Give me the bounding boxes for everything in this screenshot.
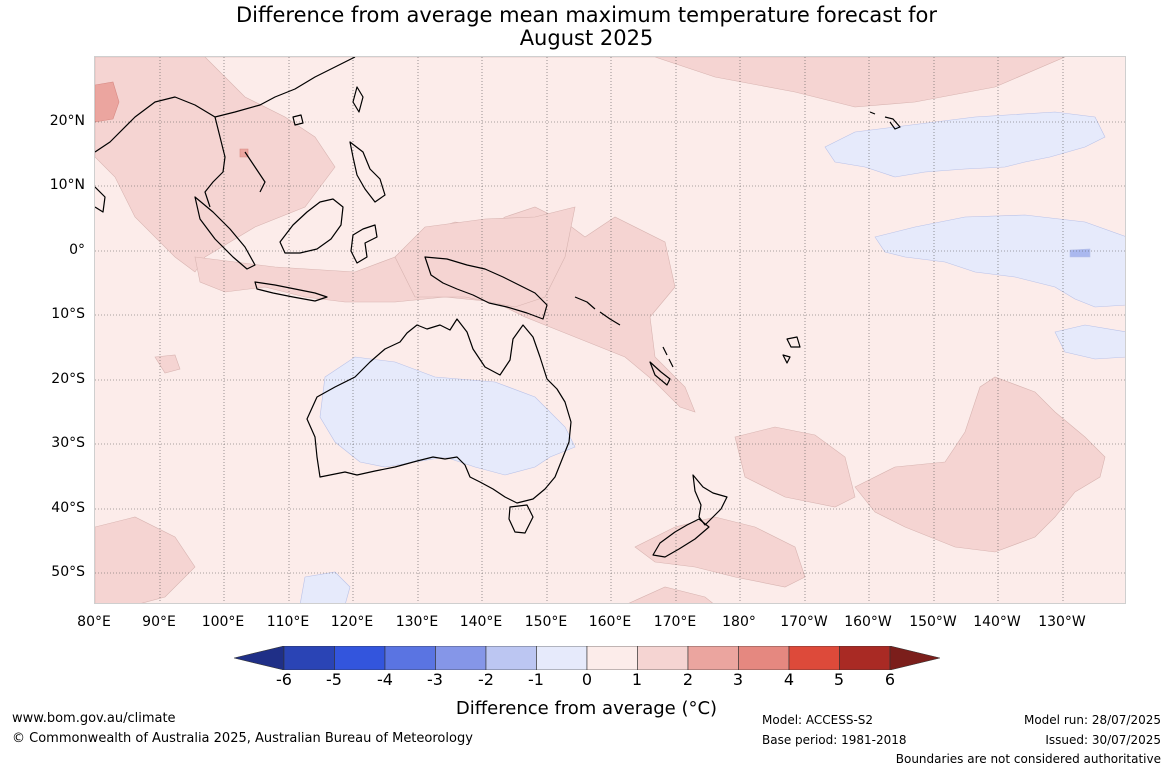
colorbar-cell xyxy=(435,646,487,670)
new-guinea-coastline xyxy=(424,256,548,320)
hainan-coastline xyxy=(292,114,304,126)
colorbar-cell xyxy=(283,646,335,670)
colorbar-tick: 4 xyxy=(783,670,795,689)
lon-label: 170°W xyxy=(780,614,828,630)
colorbar-extend-high xyxy=(889,646,940,670)
colorbar-tick: -3 xyxy=(427,670,443,689)
lat-label: 40°S xyxy=(51,500,85,516)
lon-label: 80°E xyxy=(77,614,111,630)
lon-label: 170°E xyxy=(653,614,697,630)
lon-label: 90°E xyxy=(142,614,176,630)
colorbar-cell xyxy=(788,646,840,670)
vanuatu-coastline xyxy=(662,346,674,368)
lon-label: 180° xyxy=(722,614,756,630)
philippines-coastline xyxy=(349,141,386,203)
sulawesi-coastline xyxy=(350,224,378,264)
anomaly-warm-regions xyxy=(95,57,1106,603)
java-coastline xyxy=(254,281,328,302)
colorbar-cells xyxy=(234,646,940,670)
coastlines xyxy=(95,57,901,558)
hawaii-coastline xyxy=(869,111,901,130)
lat-label: 30°S xyxy=(51,435,85,451)
copyright-text: © Commonwealth of Australia 2025, Austra… xyxy=(12,731,473,746)
lon-label: 150°E xyxy=(524,614,568,630)
colorbar-cell xyxy=(384,646,436,670)
lat-label: 20°S xyxy=(51,371,85,387)
lon-label: 140°W xyxy=(973,614,1021,630)
colorbar-cell xyxy=(485,646,537,670)
new-zealand-south-coastline xyxy=(652,518,710,558)
new-caledonia-coastline xyxy=(649,361,671,386)
taiwan-coastline xyxy=(352,86,364,113)
colorbar-tick: 0 xyxy=(581,670,593,689)
colorbar-tick: -1 xyxy=(528,670,544,689)
colorbar-tick: 5 xyxy=(833,670,845,689)
model-run-text: Model run: 28/07/2025 xyxy=(1023,713,1161,727)
colorbar-tick: 1 xyxy=(631,670,643,689)
base-period-text: Base period: 1981-2018 xyxy=(762,733,907,747)
title-line-2: August 2025 xyxy=(519,26,654,50)
lat-label: 10°N xyxy=(49,177,85,193)
lon-label: 100°E xyxy=(201,614,245,630)
colorbar-cell xyxy=(738,646,790,670)
sumatra-coastline xyxy=(194,196,256,270)
map-gridlines xyxy=(95,57,1125,603)
mainland-asia-coastline xyxy=(95,57,356,208)
lon-label: 130°W xyxy=(1038,614,1086,630)
website-link[interactable]: www.bom.gov.au/climate xyxy=(12,711,176,726)
colorbar-tick: -5 xyxy=(326,670,342,689)
lon-label: 130°E xyxy=(395,614,439,630)
colorbar-cell xyxy=(334,646,386,670)
colorbar-tick: -2 xyxy=(478,670,494,689)
lat-label: 20°N xyxy=(49,113,85,129)
disclaimer-text: Boundaries are not considered authoritat… xyxy=(895,752,1161,766)
colorbar xyxy=(234,646,940,670)
lon-label: 140°E xyxy=(459,614,503,630)
lon-label: 160°E xyxy=(588,614,632,630)
solomon-islands-coastline xyxy=(574,296,621,326)
new-zealand-north-coastline xyxy=(692,474,728,526)
colorbar-tick: 6 xyxy=(884,670,896,689)
lat-label: 10°S xyxy=(51,306,85,322)
colorbar-cell xyxy=(687,646,739,670)
colorbar-cell xyxy=(839,646,891,670)
colorbar-tick: -6 xyxy=(276,670,292,689)
colorbar-cell xyxy=(536,646,588,670)
colorbar-cell xyxy=(586,646,638,670)
map-canvas xyxy=(95,57,1125,603)
fiji-coastline xyxy=(782,336,801,364)
title-line-1: Difference from average mean maximum tem… xyxy=(236,3,937,27)
lon-label: 160°W xyxy=(844,614,892,630)
tasmania-coastline xyxy=(508,504,534,534)
map-title: Difference from average mean maximum tem… xyxy=(0,4,1173,50)
colorbar-extend-low xyxy=(234,646,285,670)
australia-coastline xyxy=(306,318,572,504)
colorbar-tick: 2 xyxy=(682,670,694,689)
lon-label: 110°E xyxy=(266,614,310,630)
borneo-coastline xyxy=(279,198,344,254)
lon-label: 150°W xyxy=(909,614,957,630)
anomaly-hot-regions xyxy=(95,81,249,158)
lon-label: 120°E xyxy=(330,614,374,630)
lat-label: 0° xyxy=(69,242,85,258)
forecast-map[interactable] xyxy=(94,56,1126,604)
colorbar-tick: 3 xyxy=(732,670,744,689)
model-text: Model: ACCESS-S2 xyxy=(762,713,874,727)
issued-text: Issued: 30/07/2025 xyxy=(1045,733,1161,747)
colorbar-label: Difference from average (°C) xyxy=(455,698,718,719)
colorbar-cell xyxy=(637,646,689,670)
india-coastline xyxy=(95,186,106,213)
lat-label: 50°S xyxy=(51,564,85,580)
colorbar-tick: -4 xyxy=(377,670,393,689)
